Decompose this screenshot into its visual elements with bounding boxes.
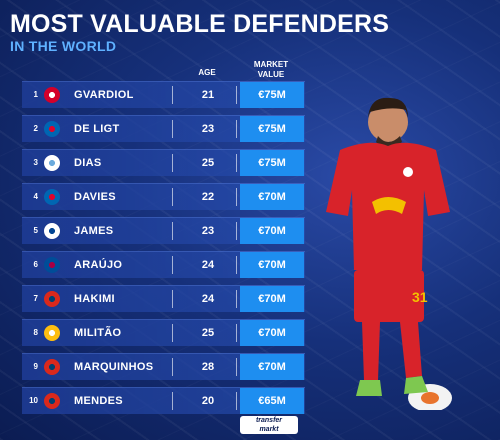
transfermarkt-logo: transfer markt <box>240 416 298 434</box>
ranking-list: 1 GVARDIOL 21 €75M 2 DE LIGT 23 €75M 3 DIAS 25 €75M… <box>22 81 305 421</box>
rank-number: 8 <box>33 328 38 337</box>
table-row: 4 DAVIES 22 €70M <box>22 183 305 210</box>
player-name: ARAÚJO <box>74 259 123 271</box>
column-divider <box>236 86 237 104</box>
rank-number: 9 <box>33 362 38 371</box>
player-age: 25 <box>201 327 215 339</box>
psg-crest-icon <box>44 291 60 307</box>
real-madrid-crest-icon <box>44 325 60 341</box>
market-value: €70M <box>240 354 304 380</box>
table-row: 6 ARAÚJO 24 €70M <box>22 251 305 278</box>
player-name: MENDES <box>74 395 123 407</box>
player-name: MILITÃO <box>74 327 122 339</box>
column-divider <box>236 222 237 240</box>
column-divider <box>236 120 237 138</box>
column-divider <box>236 154 237 172</box>
column-divider <box>172 154 173 172</box>
player-age: 20 <box>201 395 215 407</box>
page-title: MOST VALUABLE DEFENDERS <box>10 10 390 38</box>
rank-number: 4 <box>33 192 38 201</box>
player-name: MARQUINHOS <box>74 361 154 373</box>
market-value: €75M <box>240 82 304 108</box>
table-row: 7 HAKIMI 24 €70M <box>22 285 305 312</box>
page-subtitle: IN THE WORLD <box>10 38 117 54</box>
player-name: HAKIMI <box>74 293 115 305</box>
rank-number: 6 <box>33 260 38 269</box>
column-divider <box>172 222 173 240</box>
market-value: €70M <box>240 286 304 312</box>
player-name: JAMES <box>74 225 114 237</box>
footballer-in-red-kit-icon: 31 <box>326 97 452 410</box>
column-divider <box>236 188 237 206</box>
svg-text:31: 31 <box>412 289 428 305</box>
market-value: €65M <box>240 388 304 414</box>
player-age: 23 <box>201 225 215 237</box>
rank-number: 10 <box>29 396 38 405</box>
manchester-city-crest-icon <box>44 155 60 171</box>
table-row: 9 MARQUINHOS 28 €70M <box>22 353 305 380</box>
column-divider <box>236 324 237 342</box>
rank-number: 2 <box>33 124 38 133</box>
market-value-header-line1: MARKET <box>253 60 289 69</box>
player-name: DE LIGT <box>74 123 120 135</box>
brand-line2: markt <box>259 426 279 433</box>
market-value-column-header: MARKET VALUE <box>240 60 302 80</box>
column-divider <box>172 86 173 104</box>
brand-line1: transfer <box>255 417 283 424</box>
market-value: €70M <box>240 320 304 346</box>
column-divider <box>236 392 237 410</box>
player-age: 28 <box>201 361 215 373</box>
market-value-header-line2: VALUE <box>257 70 285 79</box>
column-divider <box>236 256 237 274</box>
player-name: GVARDIOL <box>74 89 134 101</box>
rank-number: 3 <box>33 158 38 167</box>
column-divider <box>236 290 237 308</box>
bayern-munich-crest-icon <box>44 189 60 205</box>
table-row: 3 DIAS 25 €75M <box>22 149 305 176</box>
rank-number: 7 <box>33 294 38 303</box>
rank-number: 1 <box>33 90 38 99</box>
market-value: €70M <box>240 252 304 278</box>
table-row: 10 MENDES 20 €65M <box>22 387 305 414</box>
table-row: 5 JAMES 23 €70M <box>22 217 305 244</box>
column-divider <box>236 358 237 376</box>
market-value: €75M <box>240 116 304 142</box>
column-divider <box>172 188 173 206</box>
bayern-munich-crest-icon <box>44 121 60 137</box>
column-divider <box>172 392 173 410</box>
player-age: 22 <box>201 191 215 203</box>
age-column-header: AGE <box>198 68 216 77</box>
player-age: 24 <box>201 259 215 271</box>
player-age: 25 <box>201 157 215 169</box>
column-divider <box>172 324 173 342</box>
chelsea-crest-icon <box>44 223 60 239</box>
player-age: 21 <box>201 89 215 101</box>
player-name: DAVIES <box>74 191 116 203</box>
column-divider <box>172 290 173 308</box>
market-value: €70M <box>240 184 304 210</box>
market-value: €75M <box>240 150 304 176</box>
player-name: DIAS <box>74 157 102 169</box>
table-row: 1 GVARDIOL 21 €75M <box>22 81 305 108</box>
column-divider <box>172 358 173 376</box>
psg-crest-icon <box>44 359 60 375</box>
table-row: 8 MILITÃO 25 €70M <box>22 319 305 346</box>
rb-leipzig-crest-icon <box>44 87 60 103</box>
rank-number: 5 <box>33 226 38 235</box>
barcelona-crest-icon <box>44 257 60 273</box>
column-divider <box>172 120 173 138</box>
market-value: €70M <box>240 218 304 244</box>
table-row: 2 DE LIGT 23 €75M <box>22 115 305 142</box>
column-divider <box>172 256 173 274</box>
psg-crest-icon <box>44 393 60 409</box>
player-age: 23 <box>201 123 215 135</box>
player-age: 24 <box>201 293 215 305</box>
